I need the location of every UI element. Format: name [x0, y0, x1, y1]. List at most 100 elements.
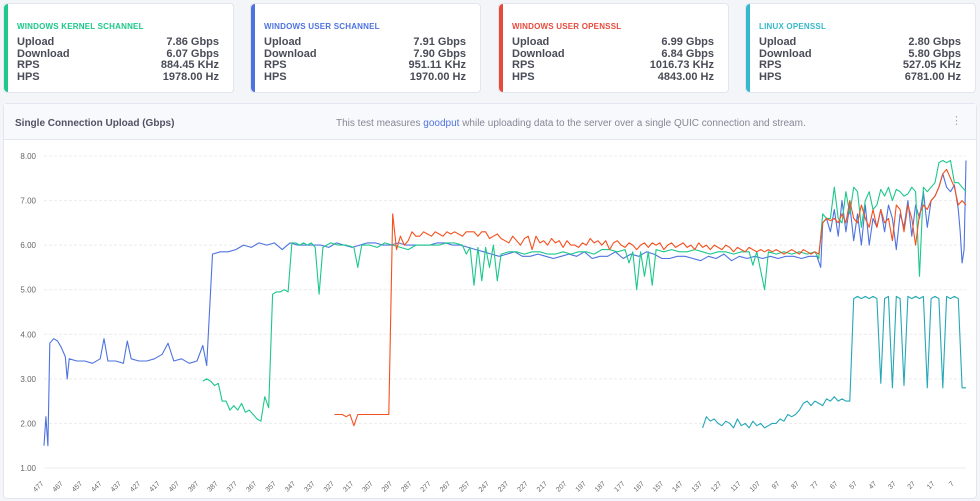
card-stat-row: Upload 7.86 Gbps: [17, 36, 219, 49]
x-tick-label: 87: [790, 480, 801, 491]
vertical-ellipsis-icon[interactable]: ⋮: [951, 115, 962, 127]
stat-value: 6.99 Gbps: [661, 36, 714, 48]
card-accent-bar: [499, 4, 503, 92]
card-stat-row: Upload 7.91 Gbps: [264, 36, 466, 49]
series-line: [202, 159, 967, 422]
card-title: LINUX OPENSSL: [759, 22, 827, 31]
series-line: [702, 295, 966, 429]
x-tick-label: 177: [613, 480, 626, 493]
stat-label: Upload: [759, 36, 797, 48]
y-tick-label: 4.00: [20, 330, 36, 339]
card-stat-row: HPS 4843.00 Hz: [512, 70, 714, 84]
x-tick-label: 287: [400, 480, 413, 493]
x-tick-label: 237: [497, 480, 510, 493]
x-tick-label: 427: [129, 480, 142, 493]
summary-card: LINUX OPENSSL Upload 2.80 Gbps Download 5.80…: [745, 3, 976, 93]
x-tick-label: 277: [420, 480, 433, 493]
x-tick-label: 157: [652, 480, 665, 493]
chart-description: This test measures goodput while uploadi…: [336, 118, 806, 129]
stat-value: 7.91 Gbps: [413, 36, 466, 48]
stat-label: RPS: [264, 59, 287, 71]
card-accent-bar: [251, 4, 255, 92]
summary-cards: WINDOWS KERNEL SCHANNEL Upload 7.86 Gbps Do…: [3, 3, 977, 95]
x-tick-label: 297: [381, 480, 394, 493]
stat-label: HPS: [759, 70, 782, 83]
card-stat-row: Upload 2.80 Gbps: [759, 36, 961, 49]
x-tick-label: 57: [848, 480, 859, 491]
x-tick-label: 7: [948, 480, 956, 488]
stat-value: 6.07 Gbps: [166, 47, 219, 60]
stat-value: 951.11 KHz: [408, 59, 466, 71]
desc-before: This test measures: [336, 118, 424, 129]
x-tick-label: 67: [829, 480, 840, 491]
stat-value: 6.84 Gbps: [661, 47, 714, 60]
card-title: WINDOWS USER OPENSSL: [512, 22, 622, 31]
stat-label: HPS: [512, 70, 535, 83]
x-tick-label: 447: [90, 480, 103, 493]
y-tick-label: 5.00: [20, 286, 36, 295]
stat-value: 884.45 KHz: [160, 59, 219, 71]
stat-value: 5.80 Gbps: [908, 47, 961, 60]
chart-header: Single Connection Upload (Gbps) This tes…: [4, 104, 976, 140]
x-tick-label: 307: [361, 480, 374, 493]
summary-card: WINDOWS KERNEL SCHANNEL Upload 7.86 Gbps Do…: [3, 3, 234, 93]
x-tick-label: 117: [730, 480, 743, 493]
card-stat-row: Upload 6.99 Gbps: [512, 36, 714, 49]
stat-label: Download: [264, 47, 317, 60]
y-tick-label: 2.00: [20, 419, 36, 428]
card-stat-row: RPS 527.05 KHz: [759, 59, 961, 72]
stat-label: Upload: [17, 36, 55, 48]
card-stat-row: Download 6.07 Gbps: [17, 47, 219, 61]
card-stat-row: Download 6.84 Gbps: [512, 47, 714, 61]
stat-value: 2.80 Gbps: [908, 36, 961, 48]
x-tick-label: 127: [710, 480, 723, 493]
card-title: WINDOWS USER SCHANNEL: [264, 22, 380, 31]
x-tick-label: 247: [478, 480, 491, 493]
x-tick-label: 147: [671, 480, 684, 493]
x-tick-label: 367: [245, 480, 258, 493]
x-tick-label: 267: [439, 480, 452, 493]
x-tick-label: 327: [323, 480, 336, 493]
x-tick-label: 187: [594, 480, 607, 493]
stat-label: Upload: [512, 36, 550, 48]
card-stat-row: RPS 951.11 KHz: [264, 59, 466, 72]
x-tick-label: 347: [284, 480, 297, 493]
stat-label: RPS: [759, 59, 782, 71]
stat-label: RPS: [512, 59, 535, 71]
card-stat-row: HPS 6781.00 Hz: [759, 70, 961, 84]
stat-label: HPS: [264, 70, 287, 83]
x-tick-label: 97: [771, 480, 782, 491]
stat-label: RPS: [17, 59, 40, 71]
x-tick-label: 397: [187, 480, 200, 493]
desc-after: while uploading data to the server over …: [459, 118, 806, 129]
x-tick-label: 407: [168, 480, 181, 493]
x-tick-label: 477: [32, 480, 45, 493]
x-tick-label: 107: [749, 480, 762, 493]
card-stat-row: RPS 1016.73 KHz: [512, 59, 714, 72]
chart-title: Single Connection Upload (Gbps): [15, 118, 175, 129]
stat-value: 6781.00 Hz: [904, 70, 961, 83]
card-stat-row: Download 7.90 Gbps: [264, 47, 466, 61]
stat-label: Download: [759, 47, 812, 60]
goodput-link[interactable]: goodput: [423, 118, 460, 129]
x-tick-label: 457: [71, 480, 84, 493]
x-tick-label: 197: [575, 480, 588, 493]
x-tick-label: 47: [868, 480, 879, 491]
x-tick-label: 167: [633, 480, 646, 493]
y-tick-label: 8.00: [20, 152, 36, 161]
x-tick-label: 137: [691, 480, 704, 493]
stat-label: Download: [512, 47, 565, 60]
x-tick-label: 257: [458, 480, 471, 493]
card-title: WINDOWS KERNEL SCHANNEL: [17, 22, 144, 31]
summary-card: WINDOWS USER OPENSSL Upload 6.99 Gbps Downl…: [498, 3, 729, 93]
x-tick-label: 377: [226, 480, 239, 493]
x-tick-label: 37: [887, 480, 898, 491]
x-tick-label: 207: [555, 480, 568, 493]
y-tick-label: 3.00: [20, 375, 36, 384]
x-tick-label: 227: [516, 480, 529, 493]
stat-label: HPS: [17, 70, 40, 83]
x-tick-label: 317: [342, 480, 355, 493]
x-tick-label: 417: [148, 480, 161, 493]
stat-value: 527.05 KHz: [902, 59, 961, 71]
series-line: [43, 160, 967, 447]
